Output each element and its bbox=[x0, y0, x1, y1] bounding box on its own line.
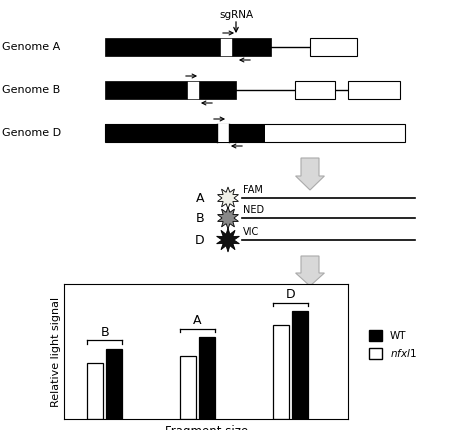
Text: VIC: VIC bbox=[243, 227, 259, 237]
Polygon shape bbox=[296, 158, 324, 190]
Bar bbox=[232, 38, 271, 56]
Bar bbox=[220, 38, 232, 56]
Text: Genome A: Genome A bbox=[2, 42, 60, 52]
Bar bbox=[106, 349, 122, 419]
Text: D: D bbox=[285, 289, 295, 301]
Text: D: D bbox=[195, 233, 205, 246]
Bar bbox=[348, 81, 400, 99]
Bar bbox=[87, 363, 103, 419]
Text: A: A bbox=[196, 191, 204, 205]
Bar bbox=[105, 124, 405, 142]
X-axis label: Fragment size: Fragment size bbox=[164, 425, 248, 430]
Bar bbox=[199, 81, 236, 99]
Text: Genome B: Genome B bbox=[2, 85, 60, 95]
Text: NED: NED bbox=[243, 205, 264, 215]
Y-axis label: Relative light signal: Relative light signal bbox=[51, 296, 61, 407]
Bar bbox=[105, 81, 187, 99]
Bar bbox=[310, 38, 357, 56]
Bar bbox=[180, 356, 196, 419]
Polygon shape bbox=[218, 207, 238, 229]
Bar bbox=[105, 124, 265, 142]
Text: Genome D: Genome D bbox=[2, 128, 61, 138]
Bar bbox=[295, 81, 335, 99]
Text: FAM: FAM bbox=[243, 185, 263, 195]
Text: B: B bbox=[100, 326, 109, 339]
Bar bbox=[187, 81, 199, 99]
Polygon shape bbox=[217, 228, 239, 252]
Legend: WT, $\mathit{nfxl1}$: WT, $\mathit{nfxl1}$ bbox=[365, 326, 421, 363]
Text: sgRNA: sgRNA bbox=[219, 10, 253, 20]
Bar bbox=[105, 38, 220, 56]
Bar bbox=[199, 337, 215, 419]
Bar bbox=[273, 325, 289, 419]
Polygon shape bbox=[218, 187, 238, 209]
Polygon shape bbox=[296, 256, 324, 286]
Bar bbox=[292, 311, 308, 419]
Text: B: B bbox=[196, 212, 204, 224]
Text: A: A bbox=[193, 314, 202, 327]
Bar bbox=[217, 124, 229, 142]
